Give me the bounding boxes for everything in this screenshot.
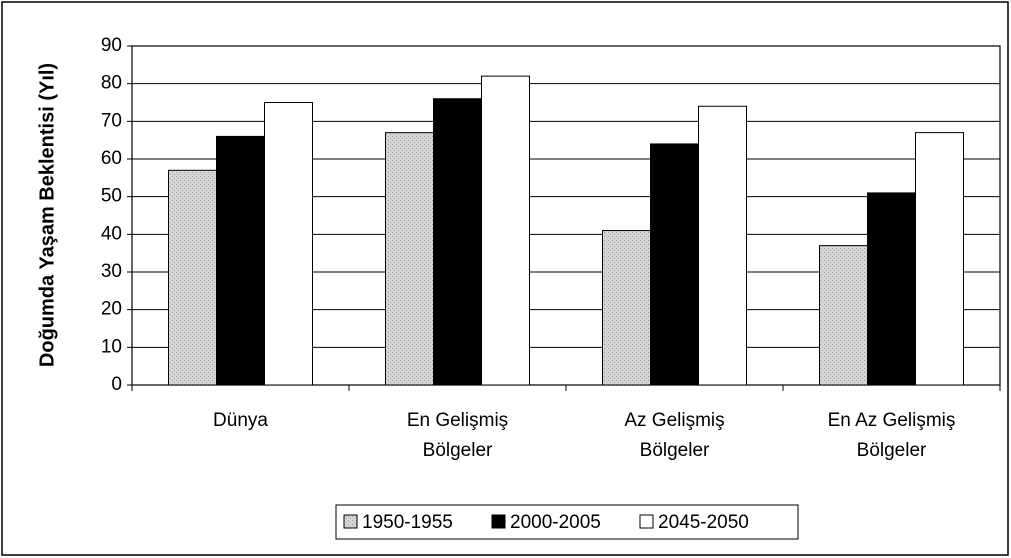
y-tick-label: 70 — [101, 110, 122, 131]
x-tick-label: Dünya — [213, 410, 268, 431]
bar — [602, 230, 651, 386]
bar — [819, 245, 868, 386]
legend-label: 2000-2005 — [510, 512, 601, 533]
x-tick-label: Az Gelişmiş Bölgeler — [624, 410, 725, 461]
legend-label: 2045-2050 — [658, 512, 749, 533]
legend-label: 1950-1955 — [362, 512, 453, 533]
y-axis-label: Doğumda Yaşam Beklentisi (Yıl) — [36, 63, 58, 367]
legend-swatch — [639, 514, 654, 529]
x-tick-label: En Gelişmiş Bölgeler — [406, 410, 509, 461]
bar — [168, 169, 217, 386]
y-tick-label: 40 — [101, 223, 122, 244]
legend-box — [335, 504, 799, 540]
bar — [698, 105, 747, 386]
bar — [433, 98, 482, 386]
y-tick-label: 50 — [101, 186, 122, 207]
y-tick-label: 10 — [101, 336, 122, 357]
bar — [264, 102, 313, 386]
bar — [385, 132, 434, 386]
bar — [915, 132, 964, 386]
y-tick-label: 60 — [101, 148, 122, 169]
y-tick-label: 90 — [101, 35, 122, 56]
y-tick-label: 80 — [101, 73, 122, 94]
legend-swatch — [343, 514, 358, 529]
legend-swatch — [491, 514, 506, 529]
y-tick-label: 0 — [111, 374, 122, 395]
bar — [650, 143, 699, 386]
y-tick-label: 30 — [101, 261, 122, 282]
x-tick-label: En Az Gelişmiş Bölgeler — [827, 410, 956, 461]
bar — [481, 75, 530, 386]
bar — [216, 135, 265, 386]
bar — [867, 192, 916, 386]
y-tick-label: 20 — [101, 299, 122, 320]
